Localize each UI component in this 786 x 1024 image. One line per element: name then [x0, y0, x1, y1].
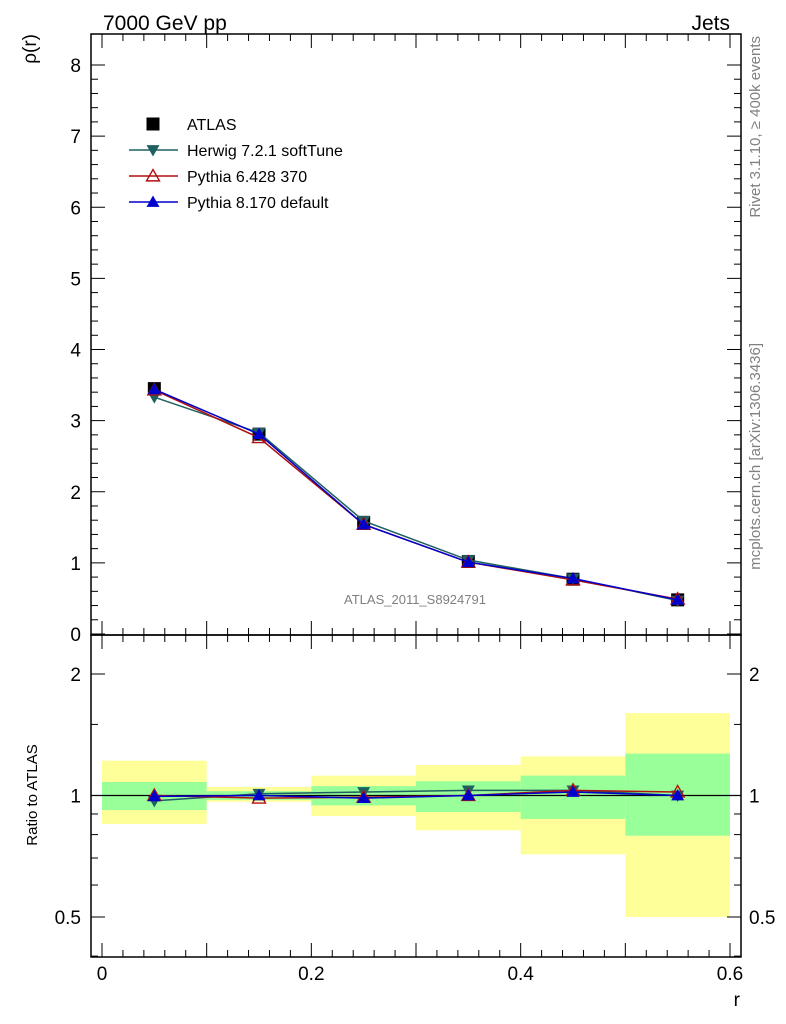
main-ytick-label-8: 8	[70, 56, 81, 77]
main-series-3	[147, 382, 685, 605]
main-series-3-point-3	[461, 555, 475, 568]
main-ytick-label-6: 6	[70, 198, 81, 219]
ratio-xtick-label-2: 0.4	[507, 964, 534, 985]
header-left: 7000 GeV pp	[103, 12, 227, 35]
ratio-ytick-label-right-2: 2	[749, 665, 760, 686]
main-series-2-line	[154, 389, 678, 600]
ratio-series-2-point-5	[671, 789, 685, 801]
legend-marker-0	[146, 117, 160, 131]
ratio-ytick-label-2: 2	[70, 665, 81, 686]
legend-label-3: Pythia 8.170 default	[187, 195, 329, 212]
main-series-3-point-2	[357, 517, 371, 530]
legend-marker-2	[145, 168, 161, 182]
main-ytick-label-5: 5	[70, 269, 81, 290]
main-ytick-label-1: 1	[70, 554, 81, 575]
main-ytick-label-4: 4	[70, 341, 81, 362]
ratio-xtick-label-3: 0.6	[717, 964, 743, 985]
ratio-series-2-point-3	[461, 789, 475, 801]
mcplots-note: mcplots.cern.ch [arXiv:1306.3436]	[747, 343, 764, 570]
main-series-2	[146, 382, 686, 605]
y-axis-title-ratio: Ratio to ATLAS	[24, 744, 41, 845]
y-axis-title-main: ρ(r)	[20, 34, 41, 64]
legend-marker-3	[146, 195, 160, 207]
legend-label-1: Herwig 7.2.1 softTune	[187, 143, 343, 160]
series-layer	[146, 382, 686, 808]
uncertainty-bands	[102, 713, 730, 917]
ratio-xtick-label-0: 0	[97, 964, 108, 985]
legend-label-0: ATLAS	[187, 117, 237, 134]
ratio-ytick-label-0: 0.5	[55, 908, 81, 929]
ratio-xtick-label-1: 0.2	[298, 964, 324, 985]
header-right: Jets	[691, 12, 730, 35]
ratio-ytick-label-1: 1	[70, 787, 81, 808]
main-series-1-line	[154, 396, 678, 602]
main-series-3-line	[154, 388, 678, 601]
axis-ticks: 0 1 2 3 4 5 6 7 8 0 0.2 0.4 0.6 0.5 0.5 1 1 2 2	[55, 34, 775, 985]
ratio-series-2-point-2	[357, 791, 371, 804]
main-ytick-label-2: 2	[70, 483, 81, 504]
main-series-3-point-5	[671, 593, 685, 605]
ratio-ytick-label-right-0: 0.5	[749, 908, 775, 929]
ratio-ytick-label-right-1: 1	[749, 787, 760, 808]
ratio-series-2-line	[154, 791, 678, 799]
ratio-series-2	[147, 785, 685, 804]
legend-marker-1	[146, 145, 160, 157]
band-inner-bin-4	[520, 775, 626, 819]
main-series-3-point-1	[252, 427, 266, 440]
rivet-note: Rivet 3.1.10, ≥ 400k events	[747, 36, 764, 218]
main-ytick-label-0: 0	[70, 625, 81, 646]
main-series-3-point-4	[566, 572, 580, 584]
legend-label-2: Pythia 6.428 370	[187, 169, 307, 186]
legend: ATLAS Herwig 7.2.1 softTune Pythia 6.428 3…	[129, 117, 343, 212]
ratio-series-2-point-1	[252, 789, 266, 801]
main-series-3-point-0	[147, 382, 161, 395]
main-series-0	[147, 382, 685, 607]
ratio-series-2-point-4	[566, 785, 580, 797]
main-ytick-label-3: 3	[70, 412, 81, 433]
analysis-watermark: ATLAS_2011_S8924791	[344, 592, 486, 607]
main-ytick-label-7: 7	[70, 127, 81, 148]
ratio-series-2-point-0	[147, 789, 161, 802]
x-axis-title: r	[734, 990, 741, 1011]
